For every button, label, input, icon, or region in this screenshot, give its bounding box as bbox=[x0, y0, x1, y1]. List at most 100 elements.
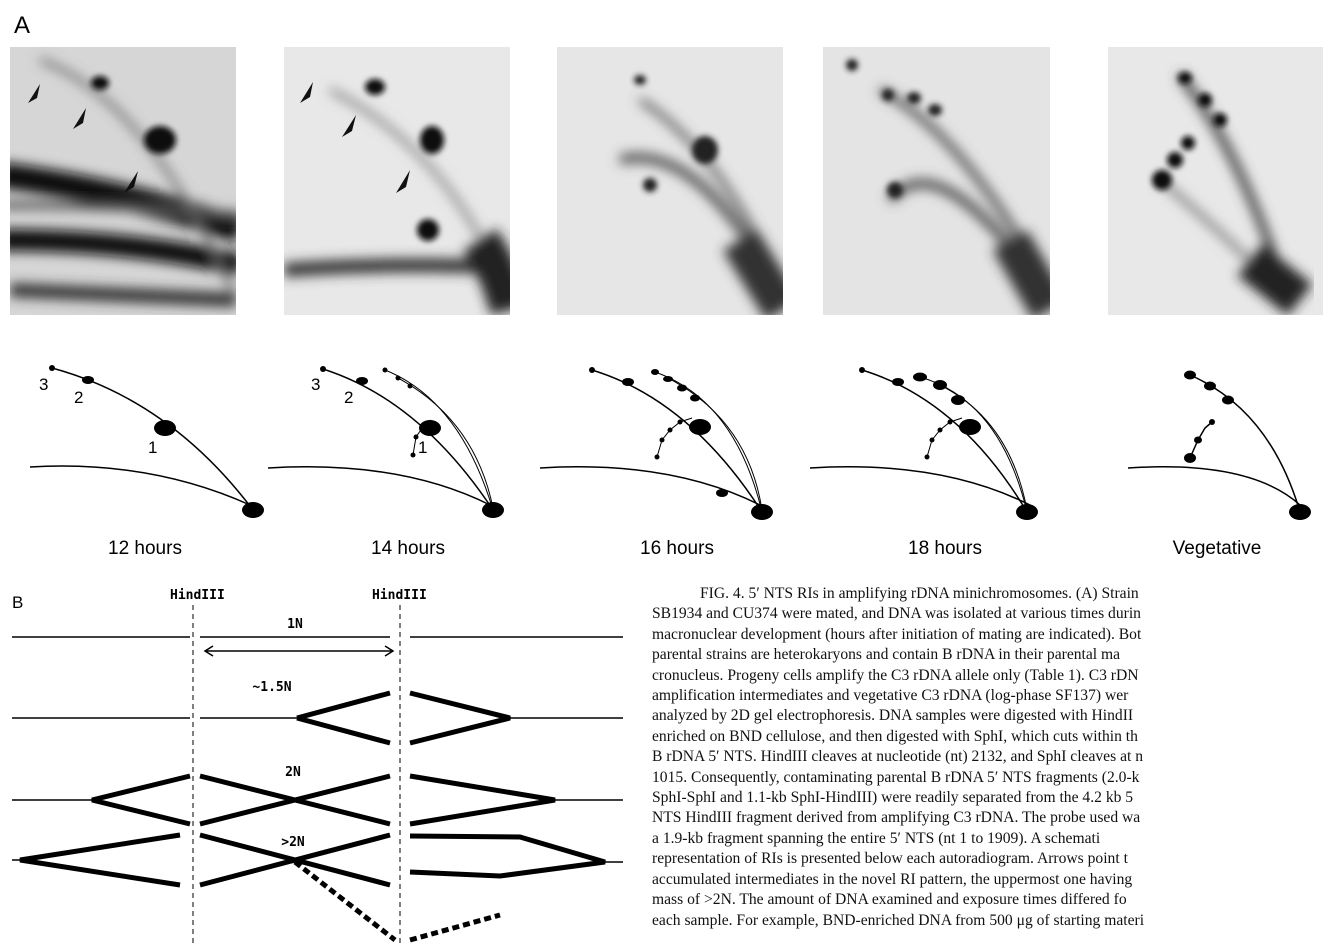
panel-label: B bbox=[12, 593, 23, 612]
time-label: Vegetative bbox=[1173, 538, 1262, 559]
gel-image bbox=[907, 92, 921, 104]
schematic-lines bbox=[268, 467, 490, 505]
schematic-lines bbox=[385, 370, 493, 510]
schematic-spots bbox=[716, 489, 728, 497]
time-label: 16 hours bbox=[640, 538, 714, 559]
gel-image bbox=[1108, 47, 1323, 315]
schematic-spots bbox=[408, 384, 413, 389]
schematic-spots bbox=[419, 420, 441, 436]
caption-line: cronucleus. Progeny cells amplify the C3… bbox=[652, 666, 1323, 686]
schematic-spots bbox=[1289, 504, 1311, 520]
caption-line: macronuclear development (hours after in… bbox=[652, 625, 1323, 645]
schematic-spots bbox=[930, 438, 935, 443]
time-label: 12 hours bbox=[108, 538, 182, 559]
caption-line: amplification intermediates and vegetati… bbox=[652, 686, 1323, 706]
replication-diagram bbox=[92, 776, 555, 824]
schematic-spots bbox=[660, 438, 665, 443]
enzyme-label: HindIII bbox=[372, 588, 427, 603]
gel-image bbox=[1213, 113, 1227, 127]
schematic-spots bbox=[655, 455, 660, 460]
gel-image bbox=[10, 290, 236, 300]
schematic-spots bbox=[1194, 437, 1202, 444]
replication-diagram bbox=[297, 693, 510, 743]
gel-image bbox=[420, 126, 444, 154]
schematic-spots bbox=[154, 420, 176, 436]
row-label: ~1.5N bbox=[252, 680, 291, 695]
schematic-lines bbox=[920, 377, 1027, 512]
schematic-spots bbox=[951, 395, 965, 405]
schematic-lines bbox=[1190, 375, 1300, 512]
schematic-spots bbox=[482, 502, 504, 518]
gel-image bbox=[1181, 136, 1195, 150]
spot-label: 2 bbox=[74, 388, 83, 407]
schematic-spots bbox=[668, 428, 673, 433]
caption-line: enriched on BND cellulose, and then dige… bbox=[652, 727, 1323, 747]
schematic-lines bbox=[1128, 467, 1300, 505]
spot-label: 1 bbox=[418, 438, 427, 457]
gel-image bbox=[692, 136, 718, 164]
schematic-spots bbox=[411, 453, 416, 458]
caption-line: NTS HindIII fragment derived from amplif… bbox=[652, 808, 1323, 828]
schematic-spots bbox=[959, 419, 981, 435]
schematic-spots bbox=[651, 369, 659, 375]
caption-line: FIG. 4. 5′ NTS RIs in amplifying rDNA mi… bbox=[652, 584, 1323, 604]
schematic-spots bbox=[49, 365, 1311, 520]
schematic-spots bbox=[913, 373, 927, 382]
caption-line: SphI-SphI and 1.1-kb SphI-HindIII) were … bbox=[652, 788, 1323, 808]
spot-label: 3 bbox=[311, 375, 320, 394]
schematic-spots bbox=[689, 419, 711, 435]
gel-image bbox=[0, 47, 240, 315]
schematic-spots bbox=[1204, 382, 1216, 391]
schematic-spots bbox=[1222, 396, 1234, 405]
time-label: 18 hours bbox=[908, 538, 982, 559]
gel-image bbox=[144, 126, 176, 154]
gel-image bbox=[417, 219, 439, 241]
schematic-spots bbox=[859, 367, 865, 373]
schematic-spots bbox=[925, 455, 930, 460]
schematic-spots bbox=[690, 395, 700, 402]
schematic-spots bbox=[938, 428, 943, 433]
gel-image bbox=[1152, 170, 1172, 190]
schematic-spots bbox=[933, 380, 947, 390]
schematic-lines bbox=[540, 467, 760, 505]
gel-image bbox=[846, 59, 858, 71]
spot-label: 2 bbox=[344, 388, 353, 407]
replication-diagram bbox=[12, 860, 623, 862]
schematic-spots bbox=[663, 376, 673, 382]
schematic-spots bbox=[1016, 504, 1038, 520]
caption-line: parental strains are heterokaryons and c… bbox=[652, 645, 1323, 665]
schematic-lines bbox=[810, 467, 1030, 505]
replication-diagram bbox=[20, 835, 390, 885]
replication-diagram bbox=[12, 605, 623, 945]
gel-image bbox=[823, 47, 1050, 315]
schematic-spots bbox=[82, 376, 94, 384]
caption-line: representation of RIs is presented below… bbox=[652, 849, 1323, 869]
gel-image bbox=[1198, 93, 1212, 107]
gel-image bbox=[1167, 152, 1183, 168]
caption-line: SB1934 and CU374 were mated, and DNA was… bbox=[652, 604, 1323, 624]
caption-line: 1015. Consequently, contaminating parent… bbox=[652, 768, 1323, 788]
gel-image bbox=[882, 89, 894, 101]
schematic-spots bbox=[320, 366, 326, 372]
row-label: 2N bbox=[285, 765, 301, 780]
enzyme-label: HindIII bbox=[170, 588, 225, 603]
schematic-spots bbox=[396, 376, 401, 381]
caption-line: B rDNA 5′ NTS. HindIII cleaves at nucleo… bbox=[652, 747, 1323, 767]
schematic-spots bbox=[892, 378, 904, 386]
row-label: 1N bbox=[287, 617, 303, 632]
spot-label: 3 bbox=[39, 375, 48, 394]
gel-image bbox=[557, 47, 783, 315]
gel-image bbox=[91, 76, 109, 90]
replication-diagram bbox=[410, 836, 605, 876]
caption-line: a 1.9-kb fragment spanning the entire 5′… bbox=[652, 829, 1323, 849]
schematic-spots bbox=[242, 502, 264, 518]
gel-image bbox=[284, 47, 510, 315]
schematic-lines bbox=[30, 466, 250, 505]
schematic-spots bbox=[677, 385, 687, 392]
schematic-spots bbox=[383, 368, 388, 373]
schematic-spots bbox=[49, 365, 55, 371]
schematic-spots bbox=[589, 367, 595, 373]
gel-image bbox=[643, 178, 657, 192]
schematic-lines bbox=[592, 370, 762, 512]
panel-label: A bbox=[14, 12, 30, 39]
